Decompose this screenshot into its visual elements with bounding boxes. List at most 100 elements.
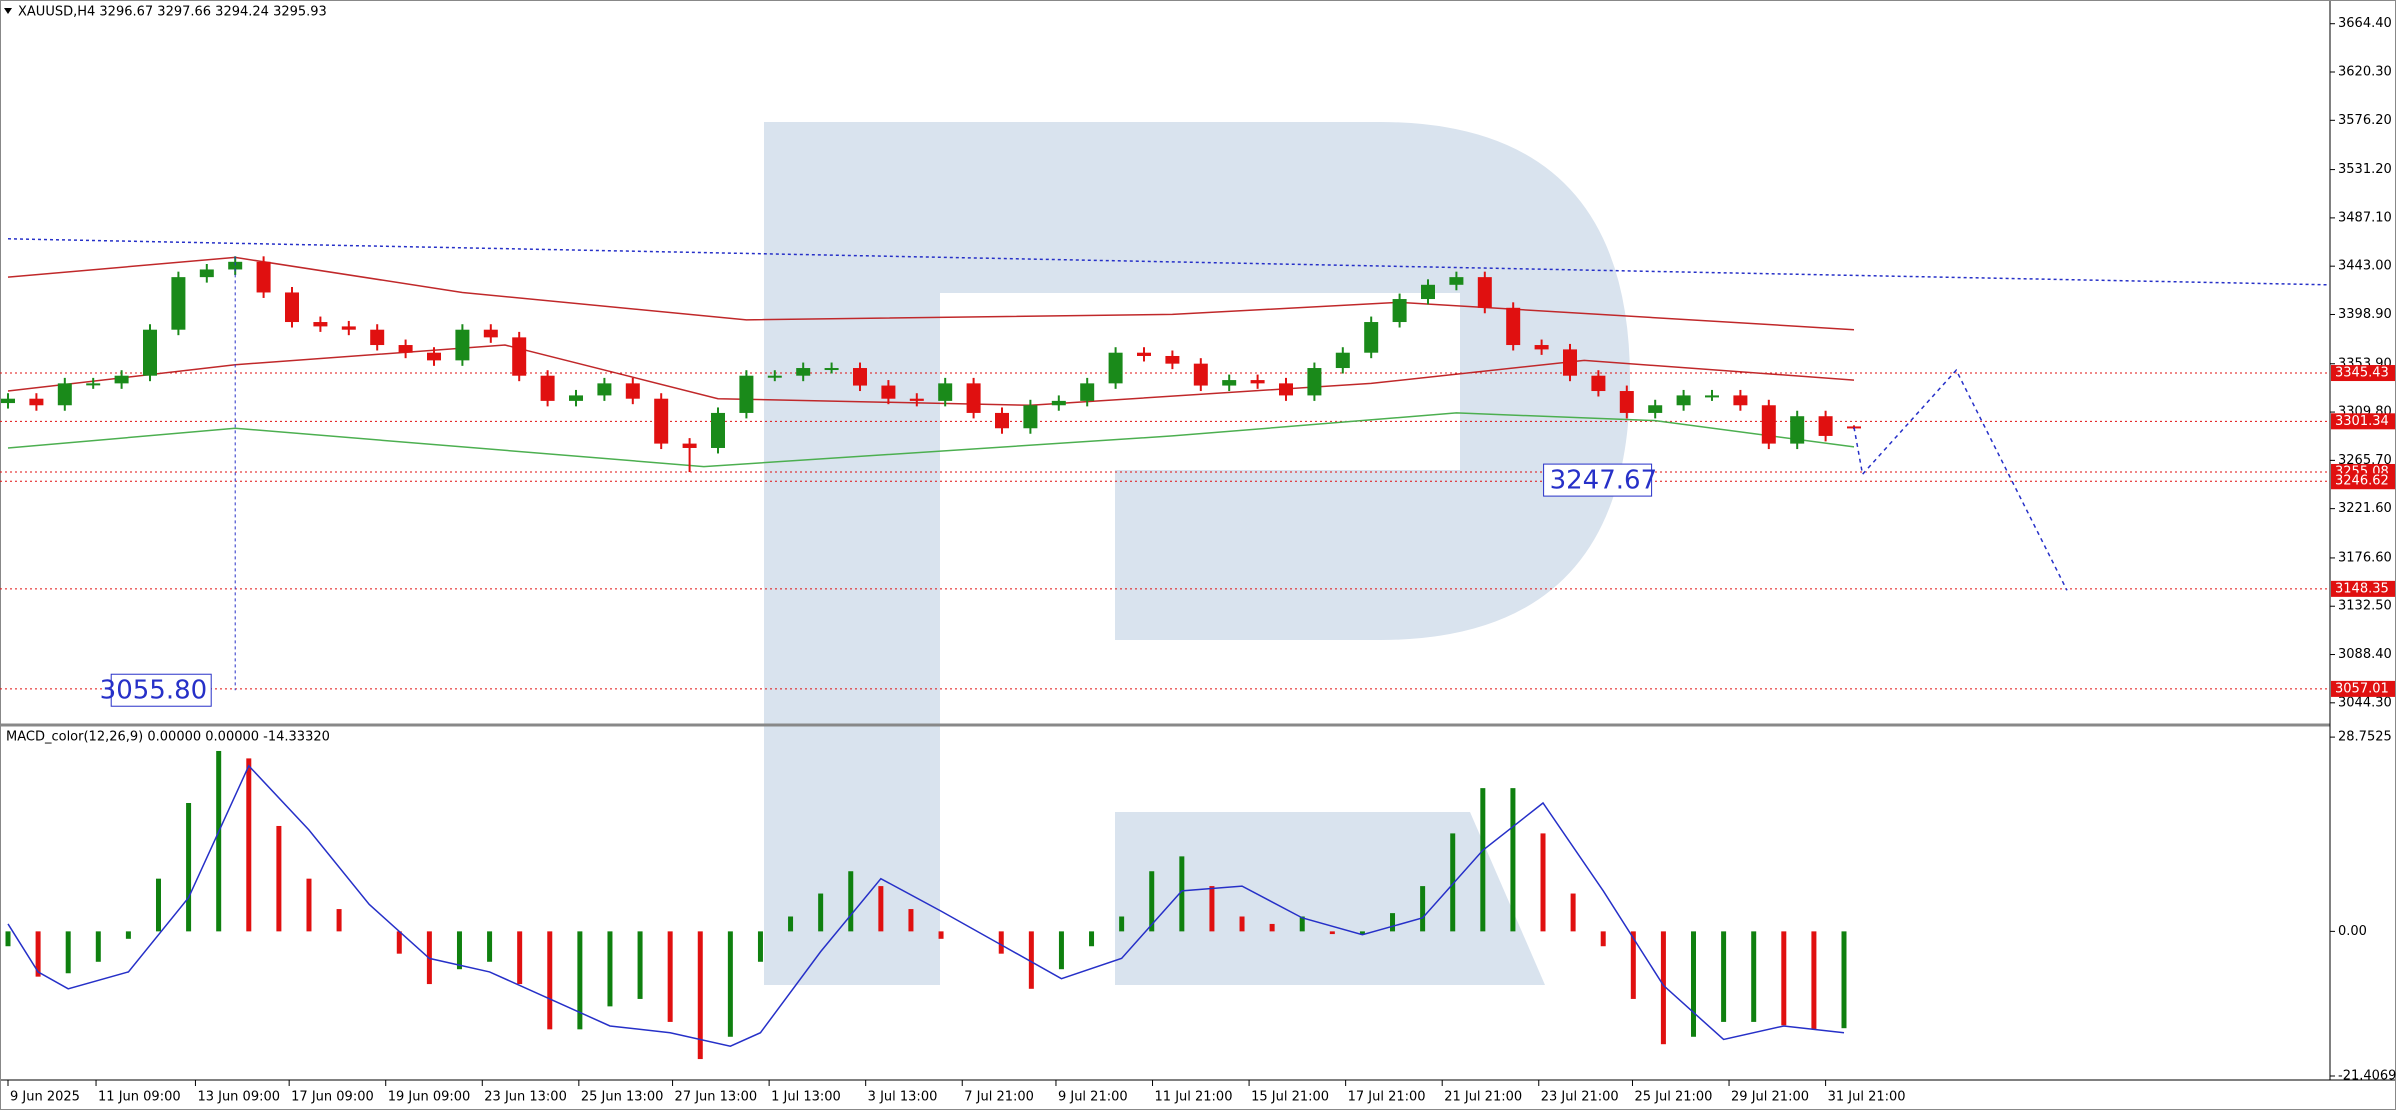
macd-bar [1299,916,1305,932]
y-tick-label: 3664.40 [2338,16,2392,31]
macd-bar [1721,931,1727,1022]
candle-body [228,261,243,270]
macd-bar [908,909,914,932]
y-tick-label: 3221.60 [2338,501,2392,516]
candle-body [512,337,527,376]
macd-bar [276,825,282,932]
candle-body [1733,395,1748,406]
level-box [2331,580,2395,597]
macd-bar [998,931,1004,954]
macd-bar [818,893,824,932]
x-tick-label: 23 Jun 13:00 [484,1090,567,1105]
level-label: 3301.34 [2335,414,2389,429]
candle-body [824,368,839,371]
moving-average [7,412,1855,468]
candle-body [1307,368,1322,396]
x-tick-label: 7 Jul 21:00 [964,1090,1034,1105]
y-tick-label: 3398.90 [2338,307,2392,322]
macd-bar [1570,893,1576,932]
candle-body [1705,395,1719,398]
x-tick-label: 17 Jun 09:00 [291,1090,374,1105]
x-tick-label: 23 Jul 21:00 [1541,1090,1619,1105]
x-tick-label: 9 Jun 2025 [10,1090,80,1105]
candle-body [171,277,186,330]
x-tick-label: 27 Jun 13:00 [675,1090,758,1105]
macd-bar [1660,931,1666,1045]
x-tick-label: 25 Jul 21:00 [1634,1090,1712,1105]
level-box [2331,413,2395,430]
y-tick-label: 3531.20 [2338,162,2392,177]
y-tick-label: 3487.10 [2338,210,2392,225]
annotation-box [1543,463,1653,497]
macd-bar [848,871,854,932]
y-tick-label: -21.40694 [2338,1069,2396,1084]
macd-bar [1841,931,1847,1029]
candle-body [1534,345,1549,350]
candle-body [739,375,754,413]
candle-body [1335,352,1350,369]
macd-bar [757,931,763,962]
macd-bar [727,931,733,1037]
macd-bar [5,931,11,947]
macd-bar [396,931,402,954]
macd-title: MACD_color(12,26,9) 0.00000 0.00000 -14.… [6,730,330,745]
candle-body [909,398,924,401]
moving-average [7,238,2329,286]
x-tick-label: 31 Jul 21:00 [1828,1090,1906,1105]
candle-body [1080,383,1095,401]
candle-body [114,375,129,384]
annotation-box [110,673,212,707]
macd-bar [186,802,192,932]
signal-line [7,764,1845,1048]
candle-body [313,322,328,327]
candle-body [1449,277,1464,285]
candle-body [143,329,157,376]
candle-body [569,395,583,401]
candle-body [796,368,811,376]
x-tick-label: 25 Jun 13:00 [581,1090,664,1105]
candle-body [1250,380,1265,384]
macd-bar [1058,931,1064,970]
candle-body [1165,355,1180,364]
macd-bar [1811,931,1817,1030]
candle-body [1364,322,1379,353]
macd-bar [577,931,583,1030]
candle-body [1108,352,1123,384]
y-tick-label: 3576.20 [2338,113,2392,128]
macd-bar [1390,913,1396,932]
candle-body [1818,416,1833,436]
macd-bar [637,931,643,999]
chart-title: XAUUSD,H4 3296.67 3297.66 3294.24 3295.9… [18,5,327,20]
macd-bar [1119,916,1125,932]
macd-bar [1179,856,1185,932]
level-box [2331,473,2395,490]
macd-bar [1269,923,1275,932]
macd-bar [1239,916,1245,932]
level-box [2331,365,2395,382]
y-tick-label: 0.00 [2338,924,2367,939]
macd-bar [1149,871,1155,932]
macd-bar [1510,788,1516,932]
macd-bar [1630,931,1636,999]
candle-body [398,345,413,353]
macd-bar [607,931,613,1007]
watermark [764,122,1630,985]
candle-body [57,383,72,406]
moving-average [7,344,1855,407]
candle-body [654,398,669,444]
candle-body [1676,395,1691,406]
macd-bar [788,916,794,932]
candle-body [427,352,441,361]
candle-body [29,398,44,406]
candle-body [682,443,697,448]
candle-body [370,329,385,346]
x-tick-label: 3 Jul 13:00 [868,1090,938,1105]
x-tick-label: 19 Jun 09:00 [388,1090,471,1105]
candle-body [1193,363,1208,386]
level-box [2331,680,2395,697]
macd-bar [487,931,493,962]
macd-bar [1450,833,1456,932]
y-tick-label: 3443.00 [2338,259,2392,274]
x-tick-label: 21 Jul 21:00 [1444,1090,1522,1105]
